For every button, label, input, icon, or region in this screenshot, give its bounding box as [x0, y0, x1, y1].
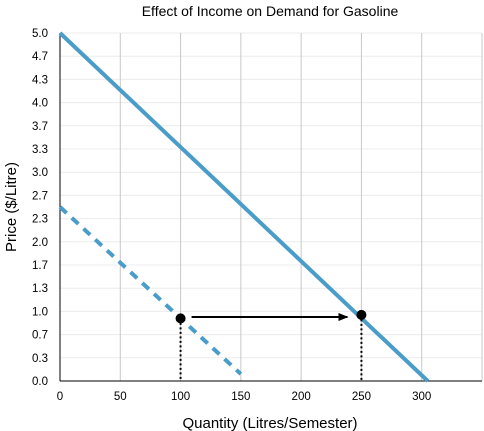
y-tick-label: 4.7 [32, 51, 48, 63]
y-tick-label: 1.7 [32, 260, 48, 272]
y-tick-label: 0.3 [32, 353, 48, 365]
y-tick-label: 5.0 [32, 28, 48, 40]
x-tick-labels: 0 50 100 150 200 250 300 [57, 391, 432, 403]
equilibrium-point [356, 309, 367, 320]
demand-curves [58, 31, 430, 383]
x-tick-label: 100 [171, 391, 190, 403]
demand-curve-dashed [58, 205, 243, 376]
grid [60, 32, 483, 381]
demand-curve-solid [58, 31, 430, 383]
x-tick-label: 0 [57, 391, 63, 403]
y-axis-title: Price ($/Litre) [3, 162, 20, 252]
y-tick-label: 0.0 [32, 376, 48, 388]
y-tick-label: 3.7 [32, 121, 48, 133]
chart-title: Effect of Income on Demand for Gasoline [142, 3, 399, 19]
y-tick-label: 4.0 [32, 98, 48, 110]
y-tick-label: 3.3 [32, 144, 48, 156]
y-tick-label: 2.3 [32, 214, 48, 226]
y-tick-label: 1.3 [32, 283, 48, 295]
y-tick-label: 3.0 [32, 167, 48, 179]
x-tick-label: 200 [292, 391, 311, 403]
y-tick-labels: 0.0 0.3 0.7 1.0 1.3 1.7 2.0 2.3 2.7 3.0 3.3 3.7 4.0 4… [32, 28, 48, 388]
y-tick-label: 0.7 [32, 330, 48, 342]
y-tick-label: 2.7 [32, 190, 48, 202]
x-axis-title: Quantity (Litres/Semester) [182, 415, 357, 431]
y-tick-label: 2.0 [32, 237, 48, 249]
equilibrium-point [175, 313, 186, 324]
y-tick-label: 4.3 [32, 74, 48, 86]
x-tick-label: 300 [412, 391, 431, 403]
annotations [175, 309, 367, 381]
x-tick-label: 150 [231, 391, 250, 403]
x-tick-label: 250 [352, 391, 371, 403]
x-tick-label: 50 [114, 391, 127, 403]
y-tick-label: 1.0 [32, 306, 48, 318]
axes [59, 33, 482, 382]
